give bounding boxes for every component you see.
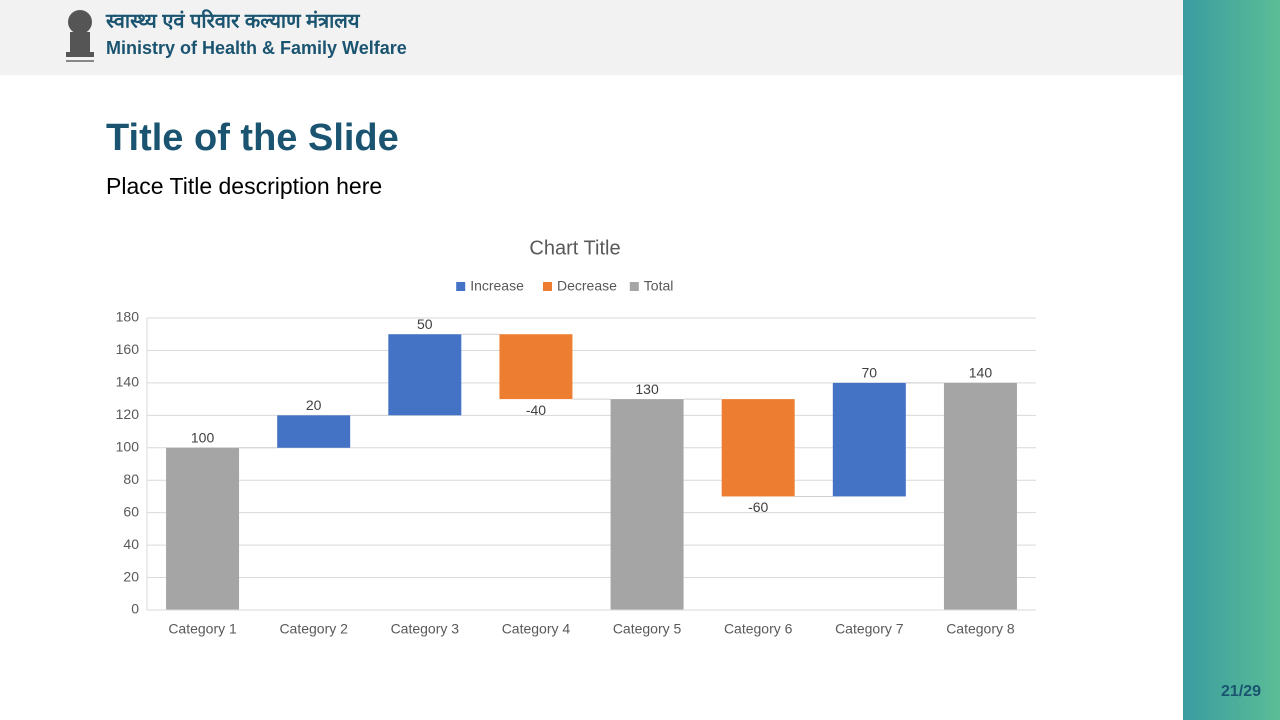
data-label: 130: [635, 381, 659, 397]
side-panel: [1183, 0, 1280, 720]
bar: [943, 382, 1017, 610]
data-label: 100: [191, 429, 215, 445]
data-label: 70: [862, 365, 878, 381]
data-label: 20: [306, 397, 322, 413]
bar: [388, 334, 462, 416]
y-tick-label: 180: [116, 309, 140, 325]
y-tick-label: 0: [131, 601, 139, 617]
legend-swatch: [456, 282, 466, 291]
legend-label: Total: [644, 278, 674, 294]
data-label: -40: [526, 402, 546, 418]
bar: [499, 334, 573, 400]
legend-swatch: [543, 282, 552, 291]
legend-swatch: [629, 282, 639, 291]
bar: [610, 399, 684, 610]
hindi-title: स्वास्थ्य एवं परिवार कल्याण मंत्रालय: [105, 8, 361, 32]
y-tick-label: 40: [123, 536, 139, 552]
x-tick-label: Category 8: [946, 621, 1015, 637]
bar: [832, 382, 906, 497]
x-tick-label: Category 1: [168, 621, 237, 637]
ministry-name: Ministry of Health & Family Welfare: [106, 38, 407, 58]
x-tick-label: Category 4: [502, 621, 571, 637]
emblem: [66, 10, 94, 62]
chart-title: Chart Title: [529, 237, 620, 259]
y-tick-label: 140: [116, 374, 140, 390]
bar: [277, 415, 351, 448]
y-tick-label: 120: [116, 406, 140, 422]
x-tick-label: Category 7: [835, 621, 904, 637]
y-tick-label: 160: [116, 341, 140, 357]
slide-description: Place Title description here: [106, 173, 382, 199]
data-label: 140: [969, 365, 993, 381]
y-tick-label: 20: [123, 568, 139, 584]
bar: [721, 399, 795, 497]
header-band: [0, 0, 1183, 75]
y-tick-label: 100: [116, 438, 140, 454]
x-tick-label: Category 6: [724, 621, 793, 637]
data-label: 50: [417, 316, 433, 332]
page-number: 21/29: [1221, 683, 1261, 700]
bar: [166, 447, 240, 610]
y-tick-label: 60: [123, 503, 139, 519]
legend-label: Decrease: [557, 278, 617, 294]
legend-label: Increase: [470, 278, 524, 294]
y-tick-label: 80: [123, 471, 139, 487]
x-tick-label: Category 3: [391, 621, 460, 637]
data-label: -60: [748, 499, 768, 515]
x-tick-label: Category 2: [279, 621, 348, 637]
x-tick-label: Category 5: [613, 621, 682, 637]
slide-title: Title of the Slide: [106, 117, 399, 159]
